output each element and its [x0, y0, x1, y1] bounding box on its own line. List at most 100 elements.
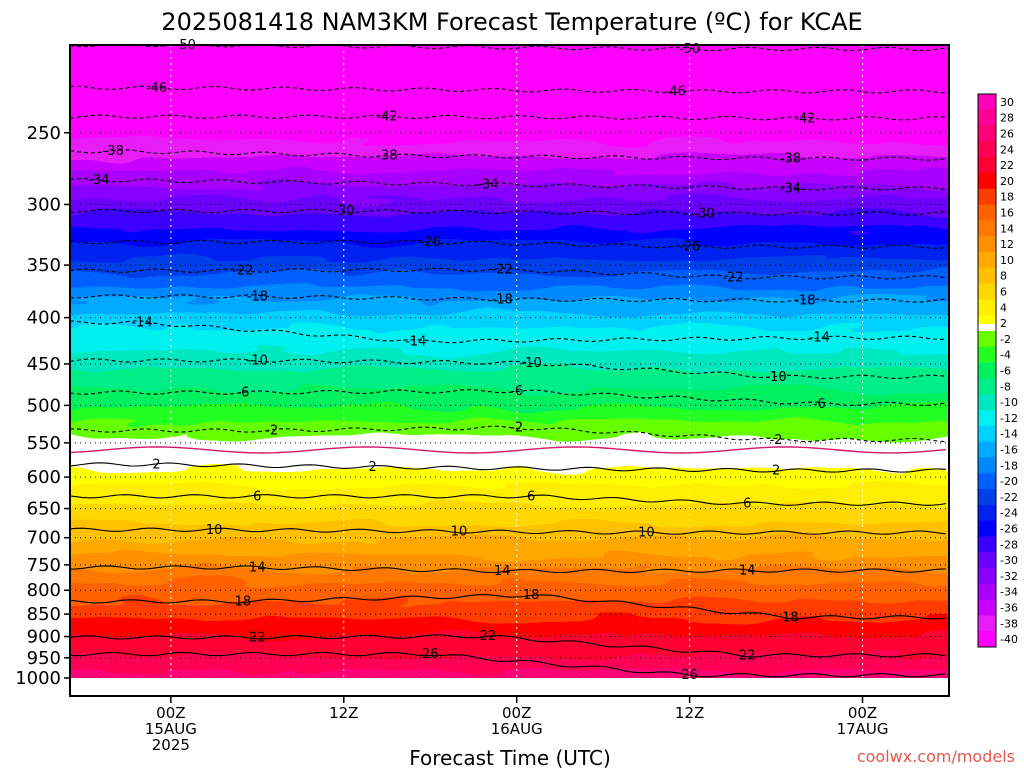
band-cell [70, 179, 949, 182]
band-cell [70, 535, 949, 538]
band-cell [70, 659, 949, 662]
band-cell [70, 431, 949, 434]
band-cell [70, 319, 949, 322]
band-cell [70, 507, 949, 510]
band-cell [70, 63, 949, 66]
contour-label: -22 [492, 263, 513, 278]
band-cell [70, 593, 949, 596]
band-cell [70, 463, 949, 466]
band-cell [70, 49, 949, 52]
colorbar-label: 24 [1000, 143, 1014, 156]
band-cell [70, 277, 949, 280]
band-cell [70, 627, 949, 630]
band-cell [70, 553, 949, 556]
band-cell [70, 587, 949, 590]
colorbar-cell [978, 220, 996, 237]
colorbar-label: -30 [1000, 554, 1018, 567]
colorbar-label: -36 [1000, 602, 1018, 615]
band-cell [70, 339, 949, 342]
band-cell [70, 253, 949, 256]
colorbar-cell [978, 489, 996, 506]
band-cell [70, 457, 949, 460]
band-cell [70, 153, 949, 156]
band-cell [70, 383, 949, 386]
colorbar-cell [978, 504, 996, 522]
band-cell [70, 369, 949, 372]
contour-label: -34 [88, 173, 109, 188]
band-cell [70, 203, 949, 206]
y-tick-label: 400 [27, 308, 61, 329]
band-cell [70, 173, 949, 176]
band-cell [70, 313, 949, 316]
band-cell [70, 265, 949, 268]
band-cell [70, 519, 949, 522]
contour-label: -34 [477, 177, 498, 192]
colorbar-label: 2 [1000, 317, 1007, 330]
isotherm-26 [70, 651, 947, 678]
band-cell [70, 147, 949, 150]
band-cell [70, 335, 949, 338]
band-cell [70, 557, 949, 560]
ground-layer [70, 678, 949, 696]
band-cell [70, 583, 949, 586]
y-tick-label: 450 [27, 354, 61, 375]
band-cell [70, 589, 949, 592]
band-cell [70, 285, 949, 288]
band-cell [70, 175, 949, 178]
band-cell [70, 151, 949, 154]
contour-label: 2 [368, 460, 376, 475]
band-cell [70, 651, 949, 654]
band-cell [70, 365, 949, 368]
colorbar-cell [978, 157, 996, 174]
band-cell [70, 445, 949, 448]
contour-label: -10 [520, 356, 541, 371]
band-cell [70, 473, 949, 476]
band-cell [70, 247, 949, 250]
band-cell [70, 353, 949, 356]
band-cell [70, 565, 949, 568]
band-cell [70, 231, 949, 234]
contour-label: -38 [780, 152, 801, 167]
band-cell [70, 47, 949, 50]
band-cell [70, 467, 949, 470]
band-cell [70, 361, 949, 364]
band-cell [70, 171, 949, 174]
band-cell [70, 347, 949, 350]
band-cell [70, 649, 949, 652]
band-cell [70, 509, 949, 512]
colorbar-cell [978, 141, 996, 158]
colorbar-label: 16 [1000, 207, 1014, 220]
band-cell [70, 357, 949, 360]
contour-label: 14 [249, 560, 266, 575]
band-cell [70, 613, 949, 616]
band-cell [70, 393, 949, 396]
band-cell [70, 55, 949, 58]
band-cell [70, 533, 949, 536]
band-cell [70, 227, 949, 230]
band-cell [50, 681, 969, 684]
y-tick-label: 350 [27, 255, 61, 276]
colorbar-cell [978, 631, 996, 648]
colorbar-label: 20 [1000, 175, 1014, 188]
band-cell [70, 219, 949, 222]
band-cell [70, 155, 949, 158]
band-cell [70, 611, 949, 614]
band-cell [70, 469, 949, 472]
band-cell [70, 127, 949, 130]
contour-label: -42 [794, 111, 815, 126]
contour-label: 10 [206, 523, 223, 538]
colorbar-cell [978, 425, 996, 443]
band-cell [70, 297, 949, 300]
band-cell [70, 207, 949, 210]
isotherm-6 [70, 494, 947, 506]
contour-label: 14 [739, 564, 756, 579]
band-cell [70, 65, 949, 68]
band-cell [70, 453, 949, 456]
contour-label: 10 [451, 524, 468, 539]
band-cell [70, 377, 949, 380]
band-cell [70, 275, 949, 278]
band-cell [70, 511, 949, 514]
band-cell [50, 691, 969, 694]
band-cell [70, 607, 949, 610]
y-tick-label: 300 [27, 194, 61, 215]
